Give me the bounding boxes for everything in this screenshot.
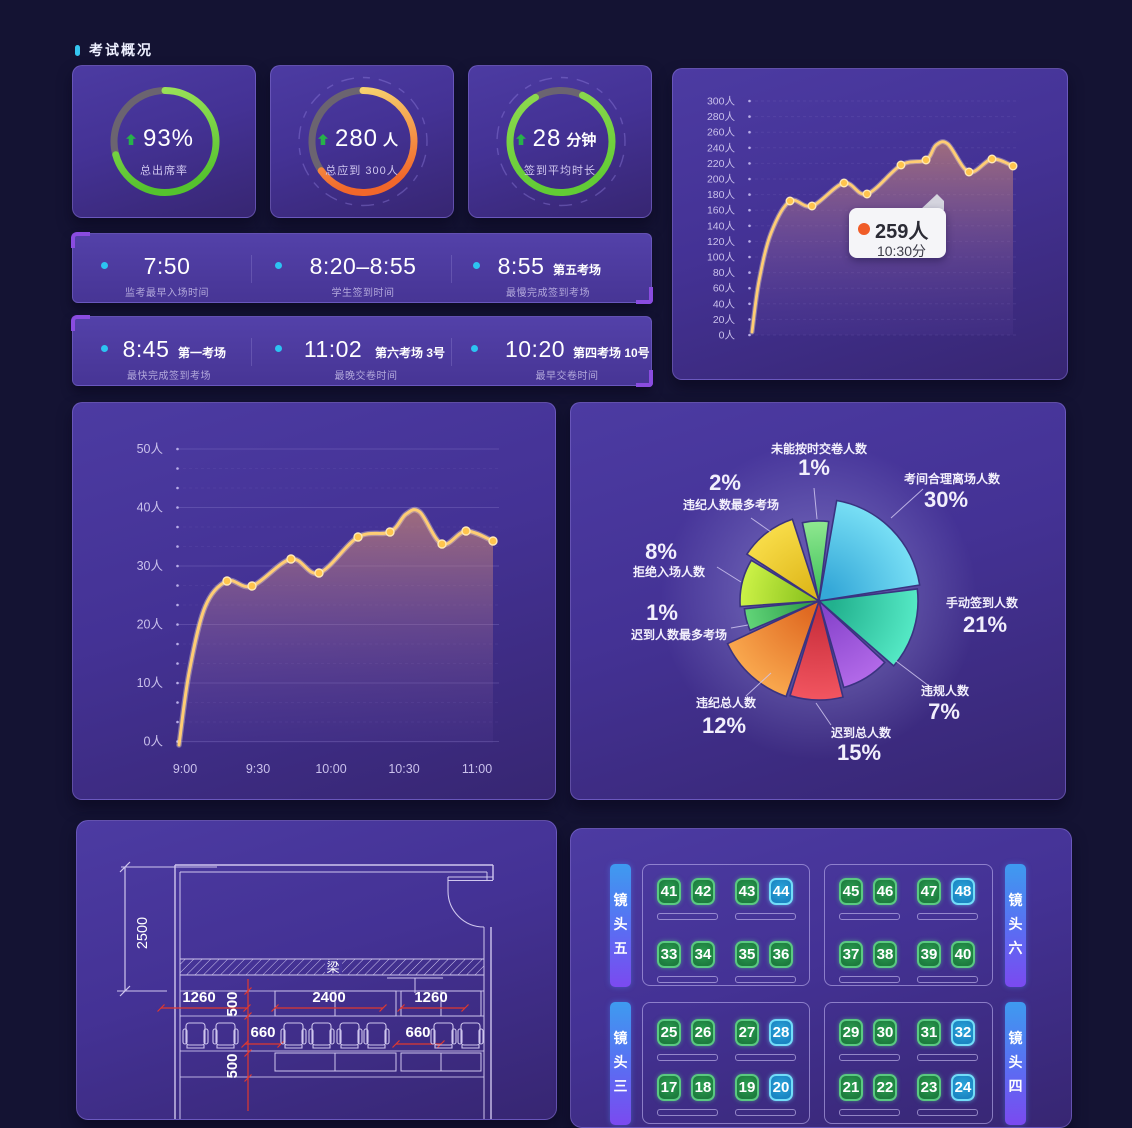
svg-text:11:00: 11:00 xyxy=(462,762,492,776)
svg-text:500: 500 xyxy=(224,1053,241,1078)
svg-text:0人: 0人 xyxy=(144,735,164,749)
svg-text:160人: 160人 xyxy=(707,205,736,217)
svg-text:30人: 30人 xyxy=(137,559,164,573)
svg-text:60人: 60人 xyxy=(713,283,736,295)
svg-text:梁: 梁 xyxy=(326,960,339,975)
svg-text:9:30: 9:30 xyxy=(246,762,270,776)
svg-text:500: 500 xyxy=(224,991,241,1016)
svg-text:260人: 260人 xyxy=(707,127,736,139)
svg-text:10人: 10人 xyxy=(137,676,164,690)
svg-text:100人: 100人 xyxy=(707,252,736,264)
svg-text:40人: 40人 xyxy=(713,298,736,310)
svg-text:200人: 200人 xyxy=(707,174,736,186)
svg-text:50人: 50人 xyxy=(137,442,164,456)
svg-text:0人: 0人 xyxy=(719,330,736,342)
svg-text:2500: 2500 xyxy=(135,917,151,949)
svg-text:1260: 1260 xyxy=(182,989,215,1006)
svg-text:120人: 120人 xyxy=(707,236,736,248)
svg-text:660: 660 xyxy=(405,1024,430,1041)
svg-text:140人: 140人 xyxy=(707,220,736,232)
svg-text:20人: 20人 xyxy=(137,618,164,632)
svg-text:180人: 180人 xyxy=(707,189,736,201)
svg-text:300人: 300人 xyxy=(707,96,736,108)
svg-text:40人: 40人 xyxy=(137,501,164,515)
svg-text:10:00: 10:00 xyxy=(315,762,346,776)
svg-text:1260: 1260 xyxy=(414,989,447,1006)
svg-text:9:00: 9:00 xyxy=(173,762,197,776)
svg-text:20人: 20人 xyxy=(713,314,736,326)
svg-text:240人: 240人 xyxy=(707,142,736,154)
svg-text:220人: 220人 xyxy=(707,158,736,170)
svg-text:2400: 2400 xyxy=(312,989,345,1006)
svg-text:660: 660 xyxy=(250,1024,275,1041)
svg-text:10:30: 10:30 xyxy=(388,762,419,776)
svg-text:80人: 80人 xyxy=(713,267,736,279)
svg-text:280人: 280人 xyxy=(707,111,736,123)
